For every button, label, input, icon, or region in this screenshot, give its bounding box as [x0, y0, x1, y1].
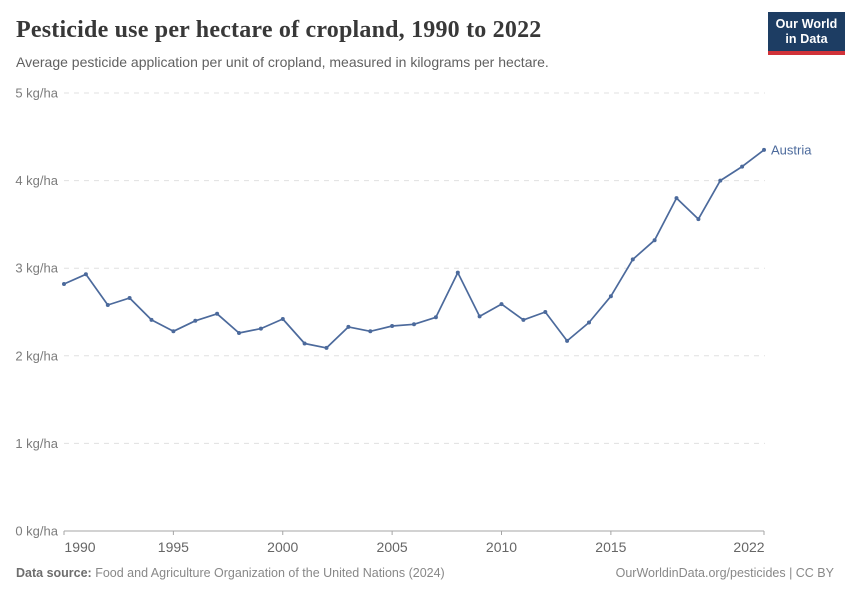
data-point: [171, 329, 176, 334]
data-point: [412, 322, 416, 327]
data-point: [105, 303, 110, 307]
y-tick-label: 2 kg/ha: [15, 348, 58, 363]
data-point: [565, 338, 570, 343]
data-source-text: Food and Agriculture Organization of the…: [91, 566, 445, 580]
data-point: [149, 317, 154, 322]
license-credit: OurWorldinData.org/pesticides | CC BY: [615, 566, 834, 580]
x-tick-label: 2000: [267, 539, 298, 555]
data-point: [762, 147, 766, 152]
x-tick-label: 2005: [377, 539, 408, 555]
y-tick-label: 1 kg/ha: [15, 436, 58, 451]
data-point: [302, 341, 307, 346]
series-end-label: Austria: [771, 142, 812, 157]
x-tick-label: 2015: [595, 539, 626, 555]
x-tick-label: 2010: [486, 539, 517, 555]
data-line-austria: [63, 149, 765, 349]
data-point: [346, 324, 351, 329]
data-point: [740, 164, 745, 169]
y-tick-label: 5 kg/ha: [15, 86, 58, 101]
data-point: [608, 294, 613, 299]
y-tick-label: 0 kg/ha: [15, 524, 58, 539]
data-point: [674, 196, 679, 201]
data-point: [477, 314, 482, 319]
data-point: [324, 345, 329, 350]
data-point: [696, 217, 701, 222]
data-point: [521, 317, 526, 322]
data-point: [280, 317, 285, 321]
data-point: [237, 331, 241, 335]
data-point: [499, 302, 504, 307]
x-tick-label: 1995: [158, 539, 189, 555]
data-point: [258, 326, 263, 331]
x-tick-label: 2022: [733, 539, 764, 555]
owid-logo-line2: in Data: [785, 31, 828, 46]
data-point: [587, 320, 591, 325]
chart-footer: Data source: Food and Agriculture Organi…: [0, 565, 850, 581]
data-point: [718, 178, 723, 183]
data-source-note: Data source: Food and Agriculture Organi…: [16, 565, 445, 581]
chart-subtitle: Average pesticide application per unit o…: [16, 54, 549, 70]
owid-logo-line1: Our World: [775, 16, 838, 31]
data-point: [390, 324, 395, 328]
data-point: [215, 311, 220, 316]
data-point: [193, 318, 198, 323]
x-tick-label: 1990: [64, 539, 95, 555]
data-point: [543, 310, 548, 314]
data-point: [652, 238, 657, 243]
data-point: [62, 282, 66, 286]
data-point: [368, 329, 373, 334]
owid-logo: Our World in Data: [768, 12, 845, 55]
data-point: [127, 296, 132, 300]
data-point: [83, 272, 88, 277]
y-tick-label: 4 kg/ha: [15, 173, 58, 188]
data-source-label: Data source:: [16, 566, 92, 580]
data-point: [433, 315, 438, 320]
y-tick-label: 3 kg/ha: [15, 261, 58, 276]
data-point: [630, 257, 635, 262]
page-title: Pesticide use per hectare of cropland, 1…: [16, 17, 542, 43]
data-point: [455, 270, 460, 275]
